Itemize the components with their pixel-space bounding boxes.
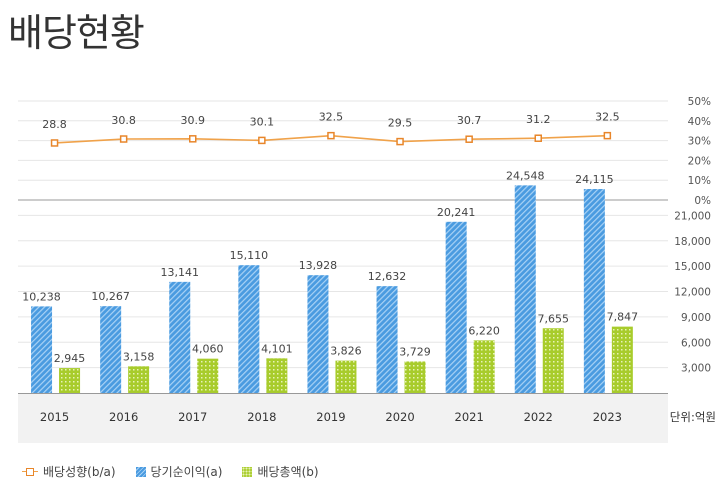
net-income-bar (100, 306, 122, 393)
legend-label: 배당총액(b) (257, 465, 319, 479)
legend-item: 배당성향(b/a) (22, 463, 116, 480)
ratio-axis-tick: 10% (688, 175, 711, 187)
page-title: 배당현황 (8, 11, 145, 55)
year-label: 2018 (247, 410, 276, 424)
net-income-bar (238, 265, 260, 393)
amount-axis-tick: 9,000 (681, 312, 711, 324)
net-income-bar (169, 281, 191, 393)
dividend-total-bar (542, 328, 564, 393)
year-label: 2022 (524, 410, 553, 424)
payout-ratio-label: 32.5 (595, 111, 620, 124)
dividend-total-bar (266, 358, 288, 393)
payout-ratio-label: 30.8 (111, 114, 136, 127)
legend-item: 배당총액(b) (242, 463, 319, 480)
dividend-total-label: 7,655 (538, 312, 570, 325)
chart-legend: 배당성향(b/a) 당기순이익(a) 배당총액(b) (22, 463, 319, 480)
net-income-label: 24,548 (506, 169, 545, 182)
payout-ratio-label: 31.2 (526, 113, 551, 126)
net-income-bar (514, 185, 536, 393)
ratio-axis-tick: 30% (688, 136, 711, 148)
legend-label: 당기순이익(a) (150, 465, 223, 479)
net-income-bar (307, 275, 329, 393)
amount-axis-tick: 12,000 (674, 287, 711, 299)
payout-ratio-point (534, 134, 542, 142)
payout-ratio-point (603, 131, 612, 140)
payout-ratio-label: 30.1 (250, 115, 275, 128)
net-income-label: 13,928 (299, 259, 338, 272)
payout-ratio-point (258, 136, 266, 145)
ratio-axis-tick: 0% (694, 195, 711, 207)
year-label: 2023 (593, 410, 622, 424)
payout-ratio-label: 32.5 (319, 111, 344, 124)
payout-ratio-point (327, 131, 335, 140)
net-income-label: 20,241 (437, 206, 476, 219)
net-income-label: 12,632 (368, 270, 407, 283)
payout-ratio-point (50, 139, 59, 147)
dividend-total-bar (473, 340, 495, 393)
net-income-label: 10,238 (22, 290, 61, 303)
year-label: 2021 (455, 410, 484, 424)
ratio-axis-tick: 50% (688, 96, 711, 108)
dividend-total-label: 7,847 (607, 311, 639, 324)
payout-ratio-label: 29.5 (388, 117, 413, 130)
amount-axis-tick: 15,000 (674, 261, 711, 273)
ratio-axis-tick: 40% (688, 116, 711, 128)
net-income-label: 10,267 (91, 290, 130, 303)
legend-item: 당기순이익(a) (135, 463, 223, 480)
year-label: 2017 (178, 410, 207, 424)
dividend-total-label: 4,060 (192, 343, 224, 356)
dividend-total-label: 6,220 (468, 324, 500, 337)
dividend-total-bar (128, 366, 150, 393)
dividend-total-label: 3,826 (330, 345, 362, 358)
striped-bar-icon (135, 466, 146, 477)
payout-ratio-point (119, 135, 128, 143)
line-marker-icon (22, 467, 38, 477)
year-label: 2019 (316, 410, 345, 424)
payout-ratio-label: 28.8 (42, 118, 67, 131)
dividend-total-bar (335, 360, 357, 393)
year-label: 2020 (385, 410, 414, 424)
amount-axis-tick: 6,000 (681, 337, 711, 349)
net-income-bar (583, 189, 605, 393)
payout-ratio-point (465, 135, 473, 143)
dividend-total-label: 4,101 (261, 342, 293, 355)
dividend-total-bar (59, 368, 81, 393)
dividend-total-bar (197, 358, 219, 393)
amount-axis-tick: 18,000 (674, 236, 711, 248)
amount-axis-tick: 21,000 (674, 210, 711, 222)
dividend-total-label: 2,945 (54, 352, 86, 365)
unit-label: 단위:억원 (670, 410, 716, 424)
dividend-total-label: 3,729 (399, 345, 431, 358)
dividend-total-bar (404, 361, 426, 393)
legend-label: 배당성향(b/a) (43, 465, 116, 479)
net-income-bar (31, 306, 53, 393)
payout-ratio-label: 30.9 (181, 114, 206, 127)
net-income-bar (376, 286, 398, 393)
year-label: 2016 (109, 410, 138, 424)
payout-ratio-point (396, 137, 404, 146)
net-income-label: 13,141 (161, 266, 200, 279)
payout-ratio-point (189, 135, 197, 143)
amount-axis-tick: 3,000 (681, 363, 711, 375)
net-income-label: 15,110 (230, 249, 269, 262)
payout-ratio-label: 30.7 (457, 114, 482, 127)
net-income-bar (445, 221, 467, 393)
dotted-bar-icon (242, 466, 253, 477)
dividend-total-label: 3,158 (123, 350, 155, 363)
net-income-label: 24,115 (575, 173, 614, 186)
category-axis-band (18, 394, 668, 443)
year-label: 2015 (40, 410, 69, 424)
ratio-axis-tick: 20% (688, 155, 711, 167)
dividend-total-bar (611, 326, 633, 393)
